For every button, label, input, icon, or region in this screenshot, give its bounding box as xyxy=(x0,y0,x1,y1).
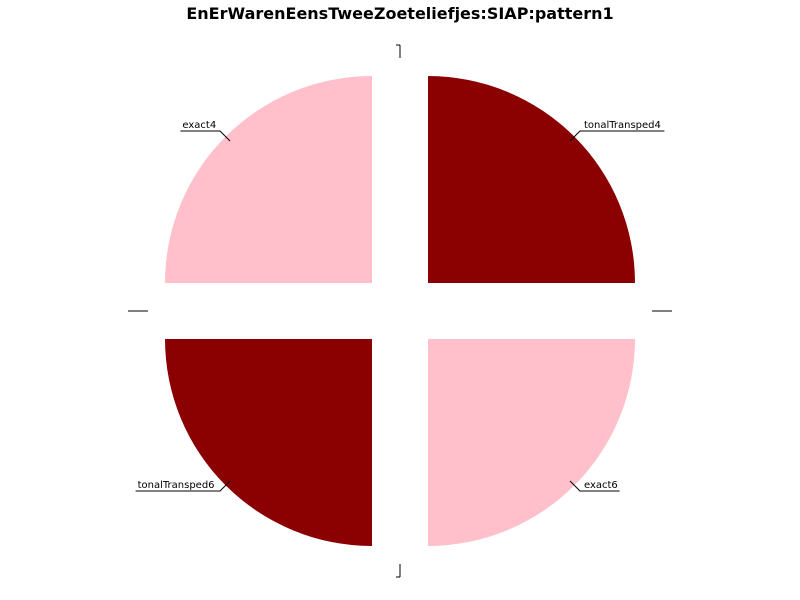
leader-line-tonalTransped4 xyxy=(569,130,665,142)
leader-line-exact6 xyxy=(569,480,620,492)
chart-title: EnErWarenEensTweeZoeteliefjes:SIAP:patte… xyxy=(186,4,614,23)
pie-slice-exact6 xyxy=(428,339,635,546)
leader-line-tonalTransped6 xyxy=(135,480,231,492)
slice-label-tonalTransped4: tonalTransped4 xyxy=(584,120,661,131)
axis-frame-ticks xyxy=(128,44,672,578)
pie-slice-tonalTransped6 xyxy=(165,339,372,546)
slice-label-exact4: exact4 xyxy=(182,120,216,131)
slices-layer xyxy=(165,76,635,546)
pie-slice-exact4 xyxy=(165,76,372,283)
labels-layer: tonalTransped4 exact6 tonalTransped6 exact4 xyxy=(135,120,665,492)
slice-label-tonalTransped6: tonalTransped6 xyxy=(138,480,215,491)
pie-slice-tonalTransped4 xyxy=(428,76,635,283)
leader-line-exact4 xyxy=(180,130,231,142)
slice-label-exact6: exact6 xyxy=(584,480,618,491)
